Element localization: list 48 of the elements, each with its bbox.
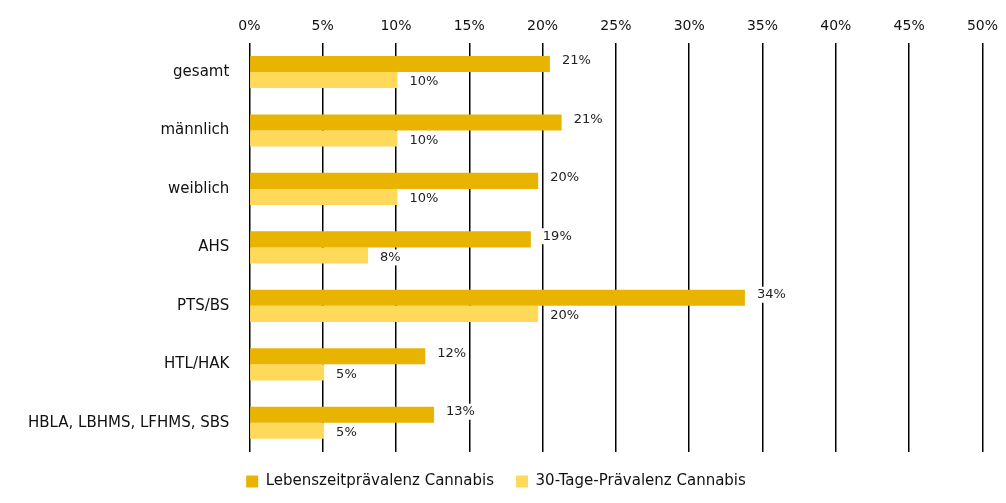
data-label: 8% — [380, 248, 401, 264]
bar — [250, 406, 435, 423]
bar — [250, 305, 539, 322]
data-label: 5% — [336, 365, 357, 381]
bar — [250, 114, 562, 131]
x-tick-label: 20% — [527, 17, 559, 34]
y-tick-label: männlich — [160, 120, 230, 139]
data-label: 10% — [409, 131, 439, 147]
y-tick-label: gesamt — [173, 61, 230, 80]
data-label: 13% — [446, 403, 475, 419]
y-tick-label: HTL/HAK — [164, 354, 231, 373]
bar — [250, 72, 398, 89]
data-label: 5% — [336, 424, 357, 440]
bar — [250, 364, 325, 381]
x-tick-label: 50% — [966, 17, 998, 34]
x-tick-label: 45% — [893, 17, 925, 34]
x-tick-label: 30% — [673, 17, 705, 34]
data-label: 10% — [409, 190, 439, 206]
data-label: 12% — [437, 344, 467, 360]
legend-label: 30-Tage-Prävalenz Cannabis — [535, 471, 747, 490]
y-tick-label: HBLA, LBHMS, LFHMS, SBS — [28, 412, 230, 431]
data-label: 21% — [561, 52, 591, 68]
bar — [250, 348, 426, 365]
data-label: 19% — [542, 227, 572, 243]
x-tick-label: 40% — [820, 17, 852, 34]
bar — [250, 231, 531, 248]
bar — [250, 289, 745, 306]
data-label: 34% — [756, 286, 786, 302]
y-tick-label: PTS/BS — [176, 295, 230, 314]
x-tick-label: 15% — [453, 17, 485, 34]
x-tick-label: 10% — [380, 17, 412, 34]
bar — [250, 422, 325, 439]
y-tick-label: weiblich — [168, 178, 230, 197]
bar — [250, 247, 369, 264]
data-label: 21% — [573, 110, 603, 126]
legend-label: Lebenszeitprävalenz Cannabis — [265, 471, 495, 490]
data-label: 20% — [550, 307, 580, 323]
data-label: 10% — [409, 73, 439, 89]
bar — [250, 188, 398, 206]
bar — [250, 130, 398, 147]
x-tick-label: 25% — [600, 17, 632, 34]
x-tick-label: 0% — [238, 17, 261, 34]
bar — [250, 55, 550, 73]
x-tick-label: 35% — [746, 17, 779, 34]
x-tick-label: 5% — [311, 17, 334, 34]
y-tick-label: AHS — [198, 237, 230, 256]
bar — [250, 172, 539, 189]
data-label: 20% — [550, 169, 580, 185]
